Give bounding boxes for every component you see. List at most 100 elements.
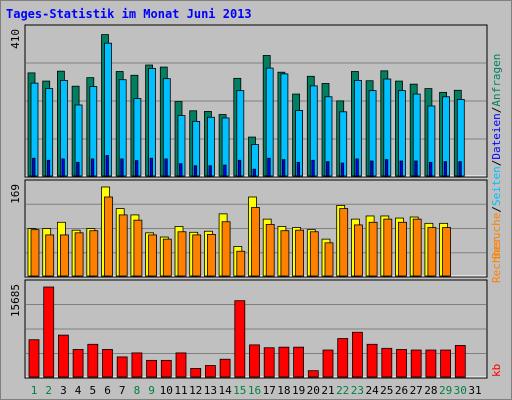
bar-hosts [221,221,231,277]
bar-kbytes [116,356,128,378]
x-tick-label: 16 [248,384,261,397]
bar-hosts [148,234,158,277]
bar-kbytes [322,349,334,378]
bar-files [32,157,36,177]
bar-kbytes [293,346,305,378]
bar-hosts [353,224,363,277]
ymax-label-bottom: 15685 [9,284,22,317]
bar-kbytes [234,300,246,378]
bar-files [252,168,256,177]
bar-hosts [89,230,99,277]
ymax-label-top: 410 [9,29,22,49]
bar-files [458,161,462,177]
bar-kbytes [337,338,349,378]
chart-title: Tages-Statistik im Monat Juni 2013 [6,7,252,21]
bar-files [223,164,227,177]
legend-word: Rechner [490,236,503,284]
bar-hosts [427,227,437,277]
x-tick-label: 15 [233,384,246,397]
bar-kbytes [28,339,40,378]
x-tick-label: 11 [174,384,187,397]
bar-files [326,161,330,177]
bar-files [46,159,51,177]
bar-kbytes [307,370,319,378]
legend-word: / [490,106,503,113]
bar-files [134,160,139,177]
x-tick-label: 19 [292,384,305,397]
bar-kbytes [87,343,99,378]
bar-hosts [412,218,422,277]
x-tick-label: 28 [424,384,437,397]
bar-files [237,159,242,177]
x-tick-label: 10 [160,384,173,397]
x-tick-label: 2 [45,384,52,397]
bar-kbytes [396,349,407,378]
bar-kbytes [204,365,216,378]
bar-kbytes [43,286,55,378]
bar-hosts [206,233,216,277]
bar-hosts [162,238,172,277]
x-tick-label: 27 [410,384,423,397]
x-tick-label: 1 [31,384,38,397]
bar-kbytes [454,345,466,378]
bar-kbytes [131,352,143,378]
x-tick-label: 20 [307,384,320,397]
legend-word: / [490,205,503,213]
legend-word: Seiten [490,165,503,206]
bar-files [193,165,198,177]
legend-panel-bottom: kb [490,355,504,385]
bar-files [164,158,168,177]
x-tick-label: 13 [204,384,217,397]
bar-hosts [104,196,113,277]
bar-kbytes [102,349,113,378]
x-tick-label: 3 [60,384,67,397]
bar-kbytes [72,349,84,378]
x-tick-label: 23 [351,384,364,397]
x-tick-label: 31 [468,384,481,397]
x-tick-label: 21 [321,384,334,397]
bar-kbytes [58,334,69,378]
x-tick-label: 26 [395,384,408,397]
bar-hosts [60,234,69,277]
bar-hosts [236,250,246,277]
bar-files [355,158,359,177]
x-tick-label: 9 [148,384,155,397]
bar-hosts [442,227,452,277]
bar-kbytes [160,359,172,378]
bar-files [76,161,80,177]
bar-files [384,159,389,177]
bar-files [61,158,65,177]
bar-files [120,158,124,177]
bar-hosts [30,229,40,277]
bar-hosts [398,221,407,277]
bar-kbytes [190,367,202,378]
bar-hosts [368,221,378,277]
x-tick-label: 25 [380,384,393,397]
bar-hosts [74,232,84,277]
bar-files [90,158,95,177]
bar-hosts [309,231,319,277]
legend-word: Anfragen [490,53,503,107]
bar-hosts [251,207,260,277]
bar-files [399,160,403,177]
bar-kbytes [351,331,363,378]
x-tick-label: 17 [263,384,276,397]
bar-kbytes [381,347,393,378]
x-tick-label: 12 [189,384,202,397]
ymax-label-middle: 169 [9,184,22,204]
bar-hosts [177,231,187,277]
bar-kbytes [425,349,437,378]
bar-kbytes [249,344,260,378]
bar-hosts [192,234,202,277]
x-tick-label: 8 [134,384,141,397]
bar-files [296,161,301,177]
x-tick-label: 30 [454,384,467,397]
x-tick-label: 5 [89,384,96,397]
legend-panel-middle: Rechner [490,230,504,290]
bar-hosts [295,229,305,277]
bar-files [340,162,345,177]
bar-kbytes [278,346,290,378]
bar-kbytes [366,343,378,378]
bar-files [281,159,286,177]
